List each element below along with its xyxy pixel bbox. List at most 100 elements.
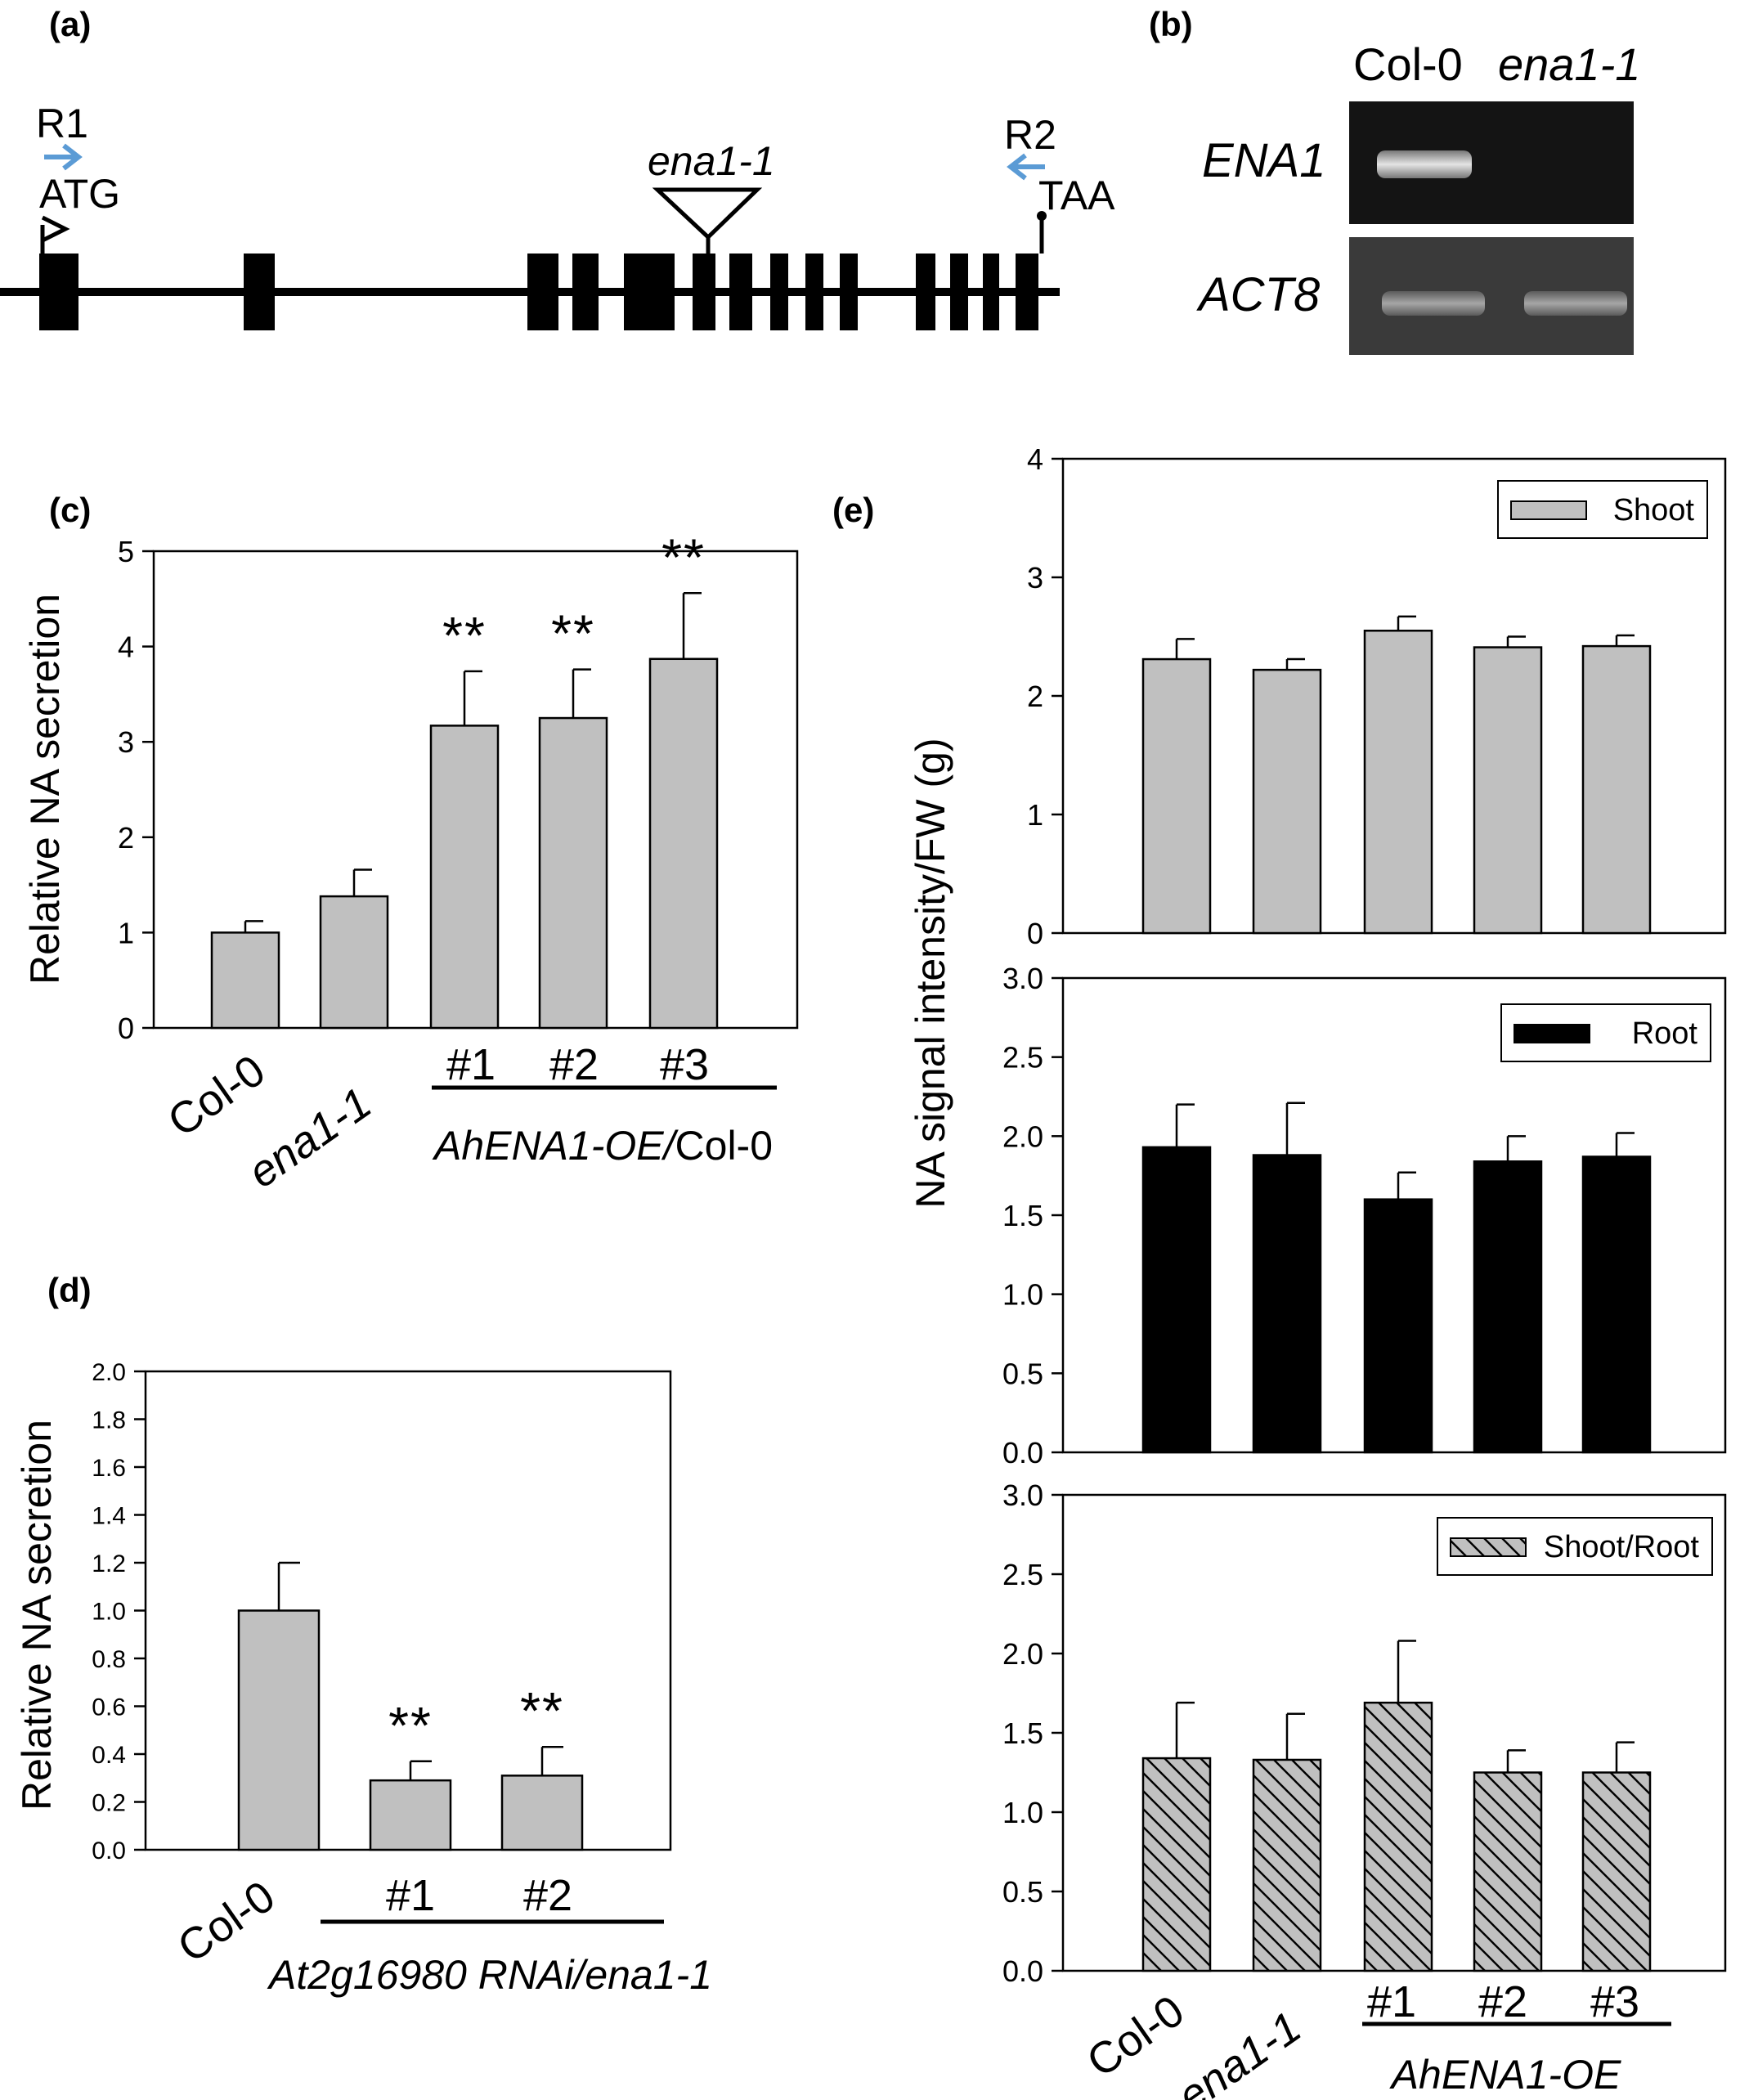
y-tick-label: 1.0 <box>1002 1796 1043 1829</box>
chart-panel-c: 0 1 2 3 4 5 ** ** ** Relative NA secretion Col-0en… <box>22 527 799 1198</box>
panel-label-e: (e) <box>832 491 874 529</box>
legend-swatch <box>1514 1024 1590 1043</box>
y-tick-label: 2.5 <box>1002 1558 1043 1591</box>
y-tick-label: 0 <box>1027 917 1043 950</box>
exon <box>950 254 968 330</box>
y-tick-label: 3 <box>1027 561 1043 595</box>
y-tick-label: 4 <box>1027 442 1043 476</box>
bar <box>237 1609 321 1851</box>
x-category-label: #2 <box>549 1040 599 1089</box>
y-tick-label: 0.0 <box>92 1838 126 1864</box>
exon <box>527 254 558 330</box>
y-tick-label: 0 <box>118 1012 134 1045</box>
bar <box>319 895 389 1030</box>
bar <box>210 931 280 1030</box>
gene-label-ena1: ENA1 <box>1202 134 1326 187</box>
gel-band <box>1377 150 1472 178</box>
bar <box>1581 1155 1652 1454</box>
group-label: AhENA1-OE/Col-0 <box>432 1123 773 1169</box>
bar <box>1363 1701 1433 1972</box>
gel-band <box>1382 291 1485 316</box>
y-tick-label: 1.8 <box>92 1407 126 1434</box>
y-tick-label: 0.8 <box>92 1646 126 1673</box>
panel-label-c: (c) <box>49 491 91 529</box>
chart-panel-e-shoot: 0 1 2 3 4 Shoot <box>1027 442 1727 950</box>
y-tick-label: 3 <box>118 725 134 759</box>
primer-r1-label: R1 <box>36 101 88 146</box>
gel-band <box>1524 291 1627 316</box>
bar <box>500 1775 584 1851</box>
significance-marker: ** <box>520 1681 564 1740</box>
bar <box>1473 1160 1543 1454</box>
x-category-label: ena1-1 <box>1169 2003 1310 2100</box>
y-tick-label: 2.5 <box>1002 1041 1043 1075</box>
bar <box>1252 1758 1322 1972</box>
y-tick-label: 1.0 <box>92 1598 126 1625</box>
bar <box>1363 1198 1433 1454</box>
y-tick-label: 2.0 <box>1002 1637 1043 1671</box>
bar <box>1363 630 1433 935</box>
y-tick-label: 0.5 <box>1002 1875 1043 1909</box>
y-tick-label: 2 <box>1027 680 1043 713</box>
chart-panel-e-root: 0.0 0.5 1.0 1.5 2.0 2.5 3.0 Root <box>1002 962 1727 1470</box>
legend-swatch <box>1510 500 1587 520</box>
bar <box>1252 668 1322 935</box>
y-tick-label: 1 <box>1027 798 1043 832</box>
exon <box>770 254 788 330</box>
y-tick-label: 0.4 <box>92 1742 126 1769</box>
exon <box>729 254 752 330</box>
y-tick-label: 4 <box>118 630 134 664</box>
exon <box>983 254 999 330</box>
x-category-label: #1 <box>1367 1977 1416 2026</box>
x-category-label: ena1-1 <box>240 1079 380 1198</box>
y-tick-label: 0.0 <box>1002 1436 1043 1470</box>
panel-a: (a) ATG R1 R2 TAA ena1- <box>0 5 1115 330</box>
panel-label-a: (a) <box>49 5 91 43</box>
gene-label-act8: ACT8 <box>1196 268 1320 321</box>
exon <box>916 254 935 330</box>
exon <box>693 254 715 330</box>
legend-label: Shoot <box>1613 493 1695 527</box>
panel-b: (b) Col-0 ena1-1 ENA1 ACT8 <box>1149 5 1640 355</box>
exons <box>39 254 1038 330</box>
panel-label-d: (d) <box>47 1271 92 1309</box>
y-tick-label: 3.0 <box>1002 1479 1043 1512</box>
primer-r2-label: R2 <box>1004 112 1056 158</box>
bar <box>369 1779 452 1851</box>
exon <box>805 254 823 330</box>
lane-label-col0: Col-0 <box>1353 38 1463 90</box>
significance-marker: ** <box>661 527 706 586</box>
group-label: AhENA1-OE <box>1389 2052 1621 2098</box>
y-tick-label: 2 <box>118 821 134 855</box>
y-tick-label: 1 <box>118 916 134 949</box>
legend-swatch <box>1450 1537 1527 1557</box>
bar <box>1252 1154 1322 1454</box>
y-tick-label: 0.2 <box>92 1789 126 1816</box>
y-tick-label: 1.5 <box>1002 1199 1043 1232</box>
bar <box>1473 646 1543 935</box>
x-category-label: #1 <box>446 1040 496 1089</box>
y-tick-label: 1.2 <box>92 1550 126 1577</box>
x-category-label: Col-0 <box>159 1046 274 1146</box>
x-category-label: #2 <box>1478 1977 1527 2026</box>
legend-label: Shoot/Root <box>1544 1530 1700 1564</box>
y-tick-label: 1.4 <box>92 1502 126 1529</box>
bar <box>429 725 500 1030</box>
legend-label: Root <box>1632 1016 1698 1051</box>
y-tick-label: 0.5 <box>1002 1357 1043 1390</box>
exon <box>1016 254 1038 330</box>
bar <box>1141 1757 1212 1972</box>
y-tick-label: 5 <box>118 535 134 568</box>
bar <box>1581 644 1652 935</box>
exon <box>572 254 599 330</box>
start-codon-label: ATG <box>39 171 120 217</box>
group-label: At2g16980 RNAi/ena1-1 <box>267 1952 712 1998</box>
y-tick-label: 0.0 <box>1002 1954 1043 1988</box>
bar <box>1581 1771 1652 1972</box>
lane-label-ena1-1: ena1-1 <box>1498 38 1640 90</box>
panel-label-b: (b) <box>1149 5 1193 43</box>
y-tick-label: 1.5 <box>1002 1716 1043 1750</box>
primer-r1-arrow-icon <box>44 143 83 171</box>
bar <box>1141 657 1212 935</box>
plot-frame <box>144 1370 672 1851</box>
